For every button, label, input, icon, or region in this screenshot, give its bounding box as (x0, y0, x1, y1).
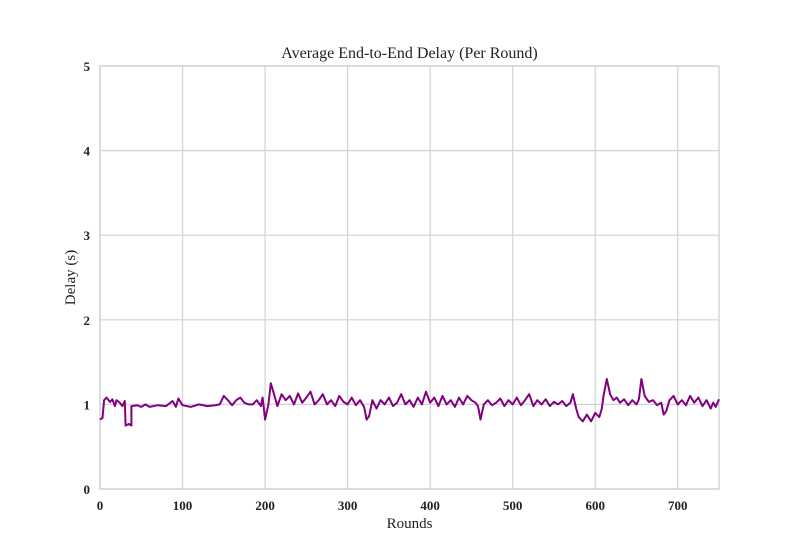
x-tick-label: 200 (255, 498, 275, 513)
series-layer (99, 378, 720, 427)
y-tick-label: 0 (84, 482, 91, 497)
y-tick-labels: 0 1 2 3 4 5 (84, 59, 91, 497)
x-tick-label: 100 (173, 498, 193, 513)
x-tick-label: 600 (585, 498, 605, 513)
y-tick-label: 2 (84, 313, 91, 328)
x-axis-label: Rounds (387, 516, 433, 532)
x-tick-label: 300 (338, 498, 358, 513)
x-tick-label: 0 (97, 498, 104, 513)
chart-title: Average End-to-End Delay (Per Round) (281, 45, 538, 62)
x-tick-labels: 0 100 200 300 400 500 600 700 (97, 498, 688, 513)
y-tick-label: 5 (84, 59, 91, 74)
x-tick-label: 400 (420, 498, 440, 513)
y-tick-label: 1 (84, 397, 91, 412)
x-tick-label: 500 (503, 498, 523, 513)
y-tick-label: 3 (84, 228, 91, 243)
x-tick-label: 700 (668, 498, 688, 513)
y-tick-label: 4 (84, 144, 91, 159)
y-axis-label: Delay (s) (63, 250, 79, 305)
plot-area-frame (99, 65, 720, 490)
grid (99, 65, 719, 490)
series-line (99, 378, 720, 427)
